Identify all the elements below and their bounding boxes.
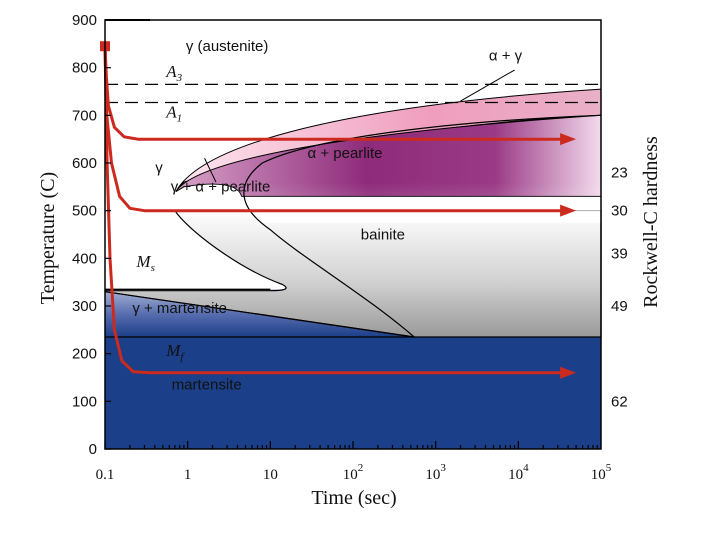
y-tick-label: 800 [72, 60, 97, 77]
gamma-alpha-pearlite-region [243, 114, 602, 338]
region-label-austenite: γ (austenite) [186, 38, 269, 55]
bainite-start-line [105, 291, 415, 338]
x-tick-label: 1 [184, 467, 192, 483]
region-label-bainite: bainite [361, 226, 405, 243]
cooling-path-1-arrowhead [560, 133, 577, 146]
phase-regions [105, 88, 602, 449]
x-axis-title: Time (sec) [311, 487, 396, 509]
critical-label-a3: A3 [165, 62, 182, 84]
y-tick-label: 200 [72, 346, 97, 363]
region-label-alpha-pearlite: α + pearlite [308, 145, 383, 162]
y-tick-label: 600 [72, 155, 97, 172]
transition-band [262, 210, 601, 223]
x-tick-label: 10 [263, 467, 278, 483]
critical-label-ms: Ms [135, 252, 154, 274]
x-tick-label: 104 [508, 462, 529, 483]
gamma-alpha-pearlite-leader [204, 158, 217, 183]
y-tick-label: 500 [72, 203, 97, 220]
region-label-gamma: γ [155, 160, 163, 177]
hardness-label: 23 [611, 165, 628, 182]
y-tick-label: 700 [72, 107, 97, 124]
x-tick-label: 103 [425, 462, 446, 483]
hardness-label: 62 [611, 393, 628, 410]
cooling-path-3-arrowhead [560, 366, 577, 379]
axes: 0 100 200 300 400 500 600 700 800 900 0.1 1 10 102 103… [72, 12, 628, 483]
hardness-label: 39 [611, 246, 628, 263]
y-tick-label: 300 [72, 298, 97, 315]
region-label-alpha-gamma: α + γ [489, 48, 523, 65]
y2-axis-title: Rockwell-C hardness [640, 136, 662, 308]
martensite-region [105, 336, 601, 449]
y-tick-label: 0 [89, 441, 97, 458]
x-tick-label: 102 [343, 462, 364, 483]
region-label-martensite: martensite [172, 376, 242, 393]
critical-temperature-lines: A3 A1 Ms Mf [105, 62, 601, 363]
cooling-path-3 [103, 46, 569, 375]
x-tick-label: 105 [591, 462, 612, 483]
y-tick-label: 400 [72, 250, 97, 267]
pearlite-fade [183, 182, 601, 211]
critical-label-a1: A1 [165, 103, 182, 125]
hardness-label: 30 [611, 203, 628, 220]
y-tick-label: 900 [72, 12, 97, 29]
region-labels: γ (austenite) α + γ α + pearlite γ + α + pe… [132, 38, 522, 393]
region-label-gamma-alpha-pearlite: γ + α + pearlite [171, 179, 271, 196]
alpha-gamma-leader [460, 69, 515, 102]
region-label-gamma-martensite: γ + martensite [132, 300, 227, 317]
y-axis-title: Temperature (C) [37, 172, 59, 304]
hardness-label: 49 [611, 298, 628, 315]
cooling-path-2-arrowhead [560, 204, 577, 217]
critical-label-mf: Mf [165, 341, 185, 363]
x-tick-label: 0.1 [96, 467, 115, 483]
bainite-region [105, 210, 602, 338]
y-tick-label: 100 [72, 393, 97, 410]
